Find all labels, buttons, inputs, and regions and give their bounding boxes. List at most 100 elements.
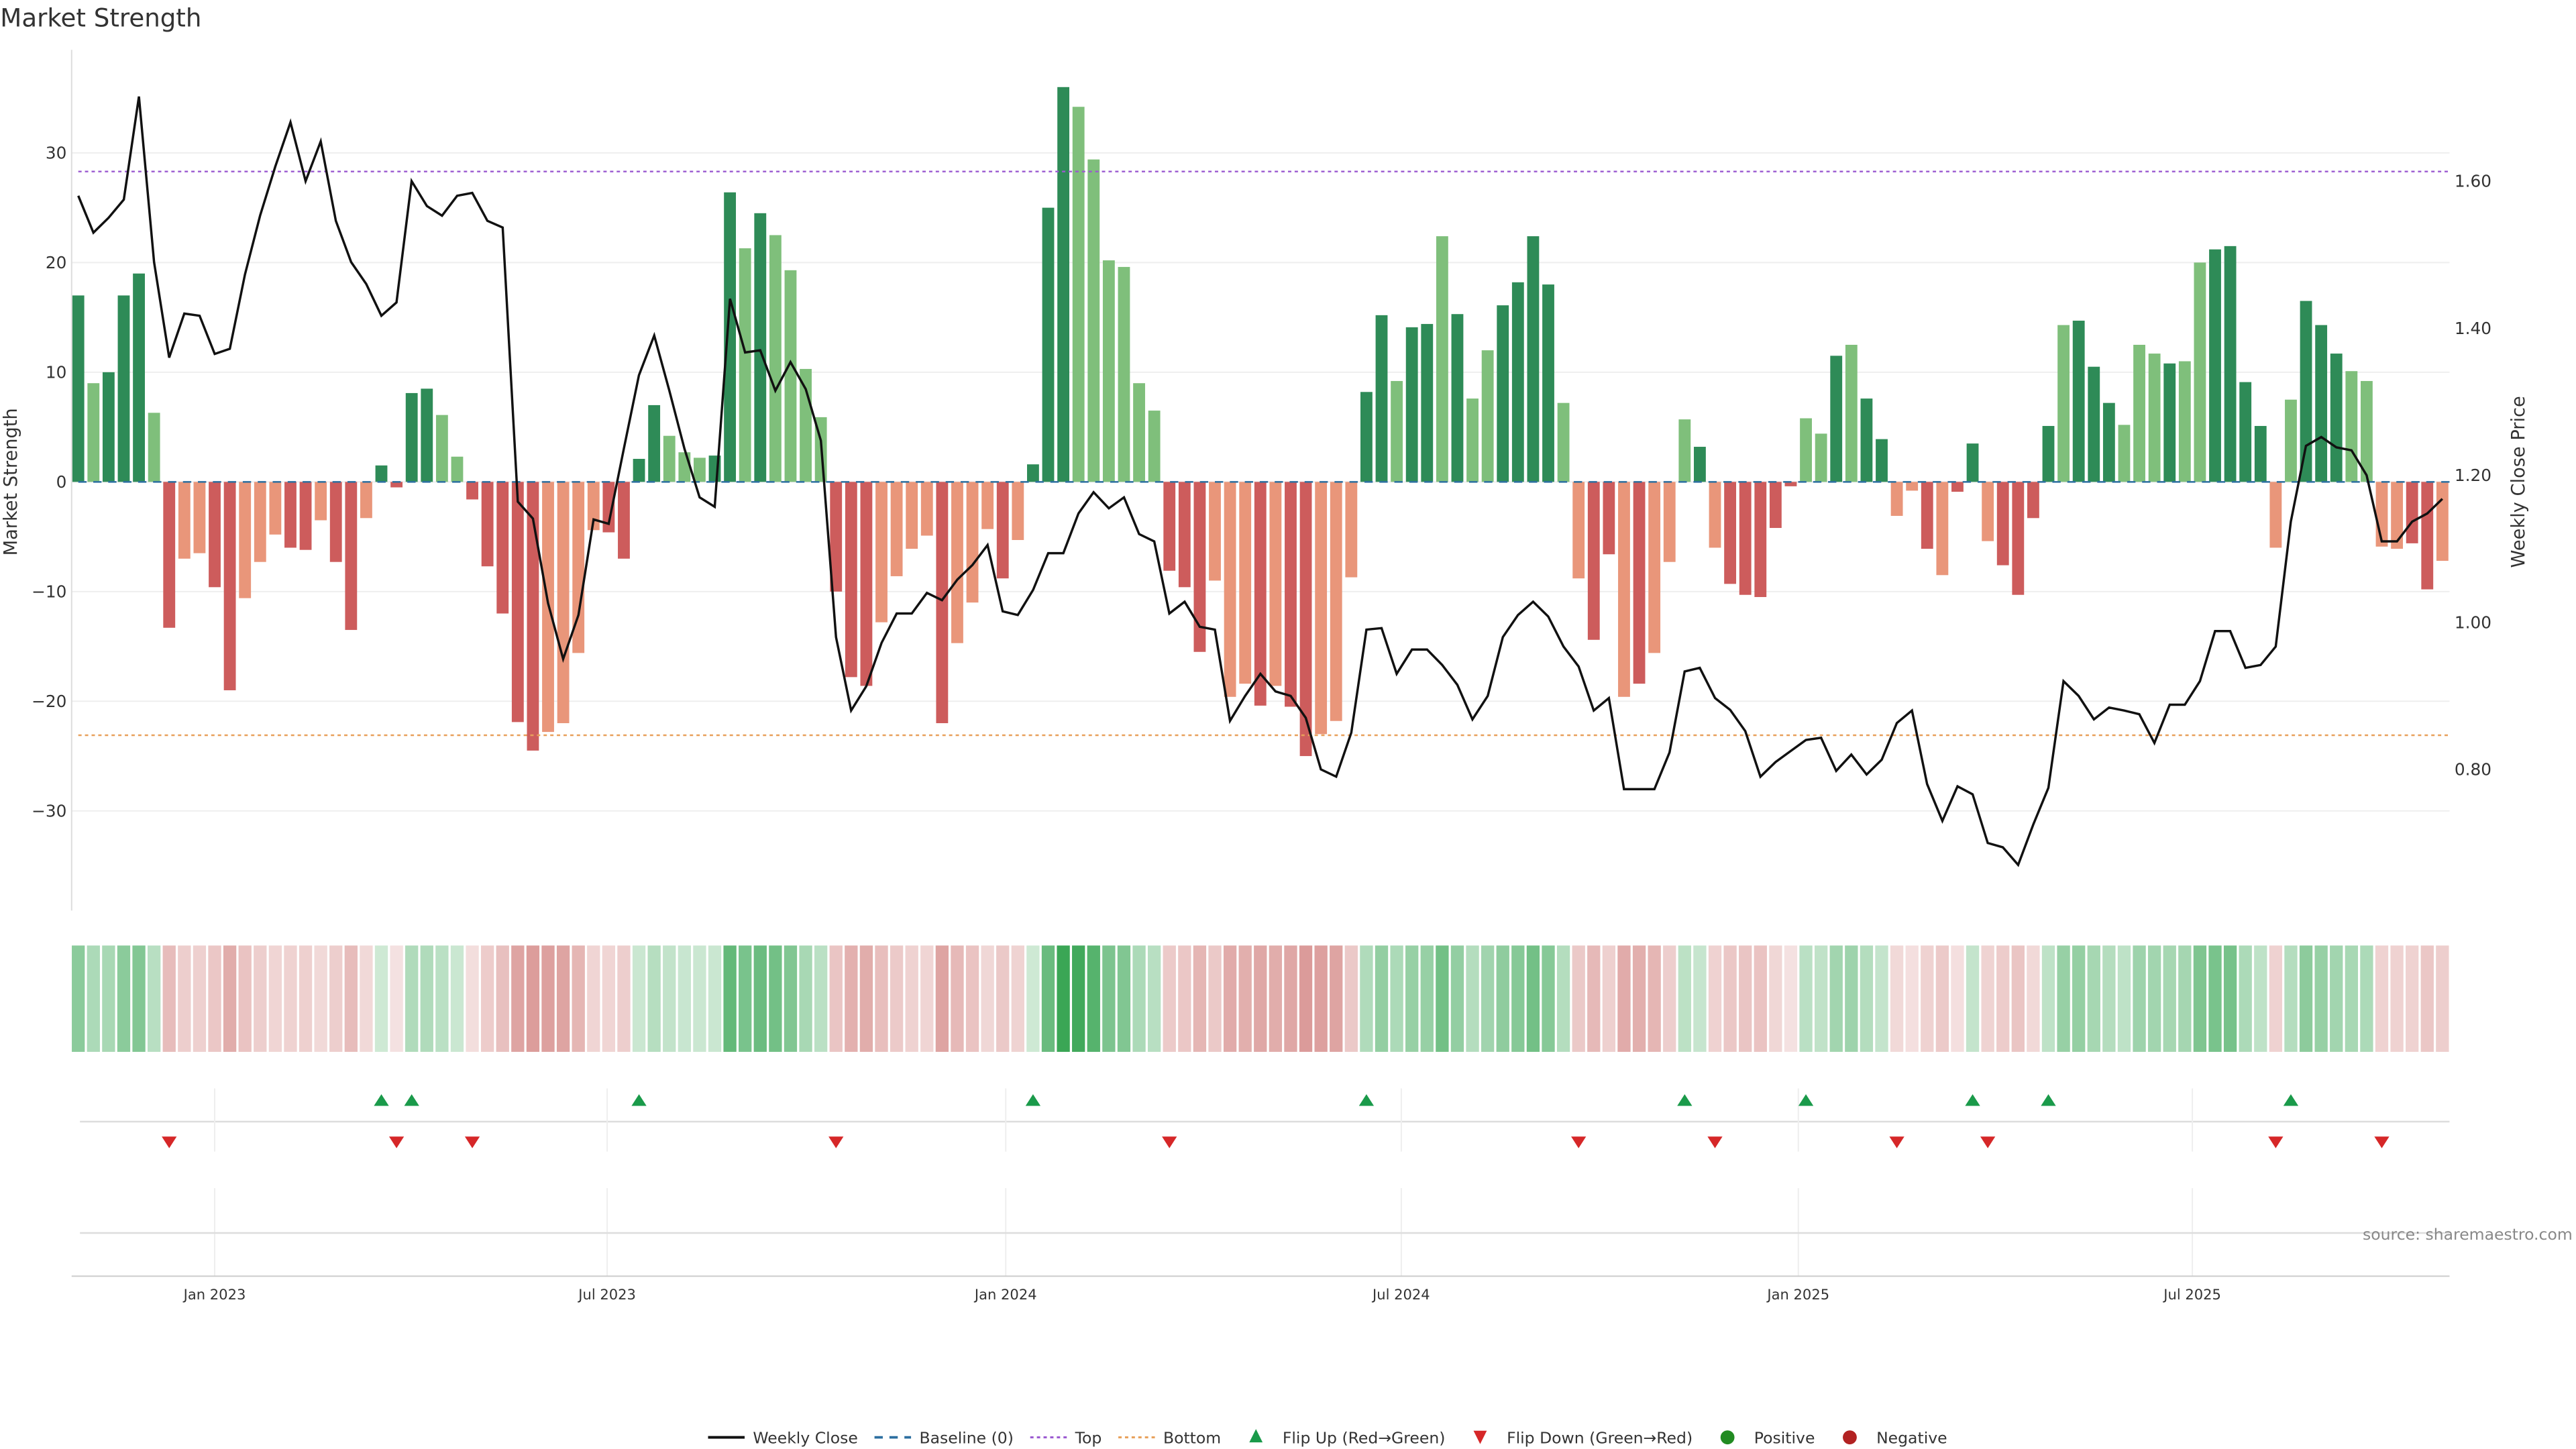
heatmap-cell [2041,945,2055,1052]
flip-down-marker [162,1136,177,1148]
strength-bar [72,295,85,482]
heatmap-cell [1481,945,1495,1052]
y2-tick-label: 0.80 [2455,760,2491,780]
y2-tick-label: 1.00 [2455,612,2491,632]
heatmap-cell [1511,945,1525,1052]
strength-bar [663,435,676,482]
strength-bar [2209,249,2221,482]
strength-bar [618,482,630,559]
strength-bar [451,456,464,482]
strength-bar [193,482,206,553]
y2-tick-label: 1.20 [2455,466,2491,485]
legend-label: Negative [1876,1428,1947,1447]
heatmap-cell [2360,945,2373,1052]
heatmap-cell [1617,945,1631,1052]
heatmap-cell [2102,945,2116,1052]
strength-bar [284,482,297,548]
strength-bar [1239,482,1252,684]
strength-bar [315,482,327,521]
strength-bar [1224,482,1236,697]
heatmap-cell [1526,945,1540,1052]
strength-bar [2436,482,2449,561]
heatmap-cell [329,945,343,1052]
strength-bar [1648,482,1661,653]
heatmap-cell [1632,945,1646,1052]
heatmap-cell [314,945,327,1052]
strength-bar [572,482,585,653]
strength-bar [345,482,358,631]
strength-bar [2391,482,2404,549]
heatmap-cell [632,945,646,1052]
triangle-down-icon [1473,1430,1487,1444]
strength-bar [2224,246,2237,482]
right-axis-ticks: 0.80 1.00 1.20 1.40 1.60 [2455,172,2491,780]
strength-bar [2042,425,2055,482]
heatmap-cell [814,945,828,1052]
heatmap-cell [2375,945,2389,1052]
heatmap-cell [1708,945,1722,1052]
strength-bar [1511,282,1524,482]
heatmap-cell [663,945,676,1052]
strength-bar [1057,87,1070,482]
flip-up-marker [1798,1094,1814,1106]
strength-bar [1876,439,1888,482]
strength-bar [890,482,903,576]
y-tick-label: 10 [46,363,67,382]
strength-bar [1163,482,1176,571]
flip-up-marker [1358,1094,1375,1106]
strength-bar [830,482,843,592]
heatmap-cell [1784,945,1798,1052]
legend-item: Positive [1720,1428,1815,1447]
heatmap-cell [1238,945,1252,1052]
strength-bar [2178,361,2191,482]
flip-up-marker [1965,1094,1980,1106]
heatmap-cell [905,945,918,1052]
heatmap-cell [541,945,555,1052]
flip-down-marker [1162,1136,1177,1148]
heatmap-cell [2269,945,2283,1052]
heatmap-cell [678,945,691,1052]
heatmap-cell [1693,945,1707,1052]
strength-bar [1375,315,1388,482]
heatmap-cell [117,945,131,1052]
heatmap-cell [1678,945,1691,1052]
strength-bar [1269,482,1282,686]
strength-bar [1299,482,1312,757]
heatmap-cell [390,945,403,1052]
heatmap-cell [1284,945,1297,1052]
strength-bar [2285,399,2297,482]
heatmap-cell [284,945,297,1052]
flip-down-marker [1889,1136,1904,1148]
strength-bar [1800,418,1812,482]
heatmap-cell [162,945,176,1052]
strength-bar [1542,284,1554,482]
heatmap-cell [1587,945,1601,1052]
strength-bar [920,482,933,536]
heatmap-cell [102,945,115,1052]
strength-bar [1405,327,1418,482]
x-tick-label: Jul 2024 [1371,1286,1430,1303]
heatmap-cell [360,945,373,1052]
strength-bar [2027,482,2039,519]
strength-bar [209,482,221,588]
strength-bar [1527,236,1540,482]
heatmap-cell [2223,945,2237,1052]
legend-label: Top [1075,1428,1102,1447]
y2-tick-label: 1.60 [2455,172,2491,191]
circle-positive-icon [1720,1430,1735,1445]
heatmap-cell [1072,945,1085,1052]
strength-bar [133,273,145,482]
strength-bar [1784,482,1797,486]
strength-bar [1481,350,1494,482]
y-tick-label: 20 [46,253,67,272]
heatmap-cell [1314,945,1328,1052]
x-tick-label: Jan 2025 [1766,1286,1829,1303]
flip-up-marker [1677,1094,1693,1106]
strength-bar [117,295,130,482]
heatmap-cell [405,945,419,1052]
strength-bar [1603,482,1615,555]
strength-bar [845,482,857,678]
strength-bar [254,482,266,562]
strength-bar [1982,482,1994,541]
heatmap-cell [769,945,782,1052]
